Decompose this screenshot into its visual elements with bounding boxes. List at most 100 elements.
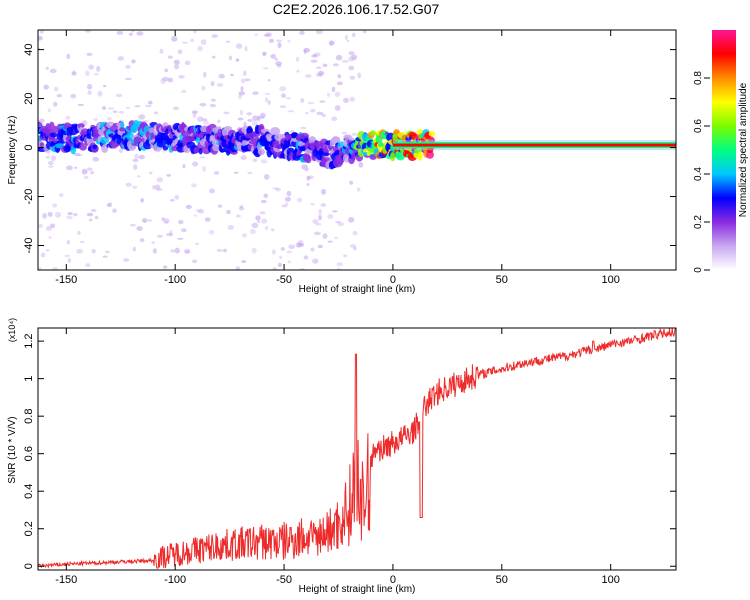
- spectrogram-cell-81: [349, 96, 355, 102]
- spectrogram-cell-185: [251, 247, 257, 254]
- spectrogram-cell-111: [210, 81, 215, 87]
- spectrogram-y-tick-label-1: -20: [23, 189, 35, 205]
- spectrogram-cell-72: [297, 242, 305, 247]
- spectrogram-cell-269: [134, 153, 139, 159]
- spectrogram-cell-232: [177, 49, 183, 55]
- spectrogram-cell-315: [240, 78, 246, 84]
- spectrogram-cell-22: [259, 211, 266, 215]
- spectrogram-cell-41: [43, 84, 49, 90]
- spectrogram-cell-1: [208, 188, 215, 194]
- spectrogram-cell-1104: [370, 130, 377, 136]
- spectrogram-cell-336: [260, 159, 268, 164]
- spectrogram-cell-403: [304, 111, 309, 115]
- spectrogram-cell-76: [341, 59, 349, 63]
- spectrogram-cell-257: [336, 262, 344, 267]
- spectrogram-cell-201: [156, 234, 164, 238]
- spectrogram-cell-129: [267, 78, 271, 82]
- spectrogram-cell-68: [264, 92, 271, 96]
- spectrogram-cell-396: [279, 255, 283, 260]
- spectrogram-cell-297: [132, 185, 138, 189]
- spectrogram-cell-409: [318, 209, 322, 215]
- spectrogram-cell-234: [161, 217, 165, 221]
- spectrogram-cell-266: [272, 267, 277, 270]
- spectrogram-frame: [37, 29, 677, 271]
- spectrogram-cell-221: [97, 90, 103, 97]
- spectrogram-cell-361: [199, 156, 206, 159]
- spectrogram-cell-417: [49, 68, 57, 74]
- spectrogram-cell-160: [239, 109, 244, 116]
- spectrogram-cell-399: [85, 263, 91, 268]
- spectrogram-cell-982: [308, 136, 317, 144]
- spectrogram-cell-334: [191, 110, 199, 114]
- spectrogram-cell-225: [252, 158, 258, 163]
- spectrogram-cell-333: [348, 56, 355, 62]
- spectrogram-cell-152: [53, 86, 59, 92]
- spectrogram-cell-557: [100, 136, 110, 144]
- spectrogram-cell-428: [39, 142, 45, 148]
- spectrogram-cell-119: [310, 247, 315, 252]
- spectrogram-cell-398: [104, 250, 110, 254]
- spectrogram-cell-389: [131, 59, 136, 64]
- snr-x-tick-label-5: 100: [601, 574, 619, 586]
- spectrogram-cell-285: [239, 205, 244, 209]
- spectrogram-y-label: Frequency (Hz): [7, 116, 18, 185]
- spectrogram-cell-347: [182, 41, 189, 44]
- spectrogram-cell-123: [247, 171, 253, 175]
- spectrogram-cell-169: [252, 91, 259, 95]
- spectrogram-cell-209: [331, 116, 338, 122]
- spectrogram-x-ticks: -150 -100 -50 0 50 100: [55, 30, 620, 286]
- spectrogram-cell-164: [352, 230, 358, 236]
- spectrogram-cell-70: [237, 117, 244, 121]
- spectrogram-cell-215: [317, 244, 323, 249]
- snr-x-tick-label-2: -50: [276, 574, 292, 586]
- spectrogram-cell-74: [315, 223, 322, 226]
- spectrogram-cell-407: [67, 258, 72, 263]
- spectrogram-cell-90: [117, 56, 124, 61]
- spectrogram-cell-45: [172, 106, 180, 111]
- spectrogram-cell-110: [314, 52, 321, 57]
- spectrogram-panel: -150 -100 -50 0 50 100 -40 -20 0 20 40 Height of …: [7, 29, 677, 295]
- spectrogram-y-tick-label-3: 20: [23, 92, 35, 104]
- spectrogram-cell-133: [147, 100, 153, 105]
- colorbar-gradient: [712, 30, 736, 270]
- spectrogram-cell-1123: [378, 142, 384, 148]
- colorbar-tick-label-3: 0.6: [693, 119, 704, 133]
- spectrogram-cell-337: [190, 38, 195, 43]
- spectrogram-cell-276: [74, 166, 78, 169]
- spectrogram-cell-340: [204, 217, 211, 222]
- spectrogram-cell-175: [46, 249, 50, 252]
- spectrogram-cell-216: [87, 90, 92, 95]
- spectrogram-cell-402: [174, 247, 180, 254]
- spectrogram-cell-56: [152, 248, 158, 254]
- spectrogram-cell-353: [92, 156, 100, 162]
- spectrogram-cell-343: [233, 171, 239, 174]
- spectrogram-cell-229: [139, 238, 145, 243]
- spectrogram-cell-66: [300, 126, 307, 130]
- spectrogram-cell-173: [218, 73, 225, 79]
- snr-x-label: Height of straight line (km): [299, 584, 416, 595]
- spectrogram-cell-223: [47, 211, 53, 217]
- spectrogram-cell-254: [247, 118, 253, 123]
- spectrogram-cell-105: [310, 202, 315, 206]
- spectrogram-cell-178: [217, 119, 221, 123]
- spectrogram-cell-51: [336, 81, 343, 86]
- spectrogram-cell-537: [92, 144, 98, 150]
- spectrogram-cell-135: [96, 65, 101, 72]
- spectrogram-cell-243: [263, 67, 269, 70]
- spectrogram-cell-265: [228, 55, 232, 61]
- spectrogram-cell-360: [191, 259, 198, 264]
- spectrogram-cell-346: [303, 48, 307, 55]
- spectrogram-cell-287: [93, 118, 98, 122]
- spectrogram-cell-50: [38, 267, 42, 270]
- spectrogram-cell-357: [141, 197, 145, 203]
- spectrogram-cell-382: [38, 223, 43, 229]
- chart-title: C2E2.2026.106.17.52.G07: [273, 1, 440, 17]
- spectrogram-cell-341: [84, 30, 91, 33]
- spectrogram-cell-282: [264, 97, 269, 103]
- spectrogram-cell-1010: [322, 152, 330, 157]
- spectrogram-cell-305: [86, 52, 93, 56]
- spectrogram-cell-23: [327, 240, 333, 243]
- spectrogram-cell-278: [230, 73, 234, 77]
- spectrogram-cell-253: [125, 182, 132, 187]
- snr-y-tick-label-0: 0: [23, 563, 35, 569]
